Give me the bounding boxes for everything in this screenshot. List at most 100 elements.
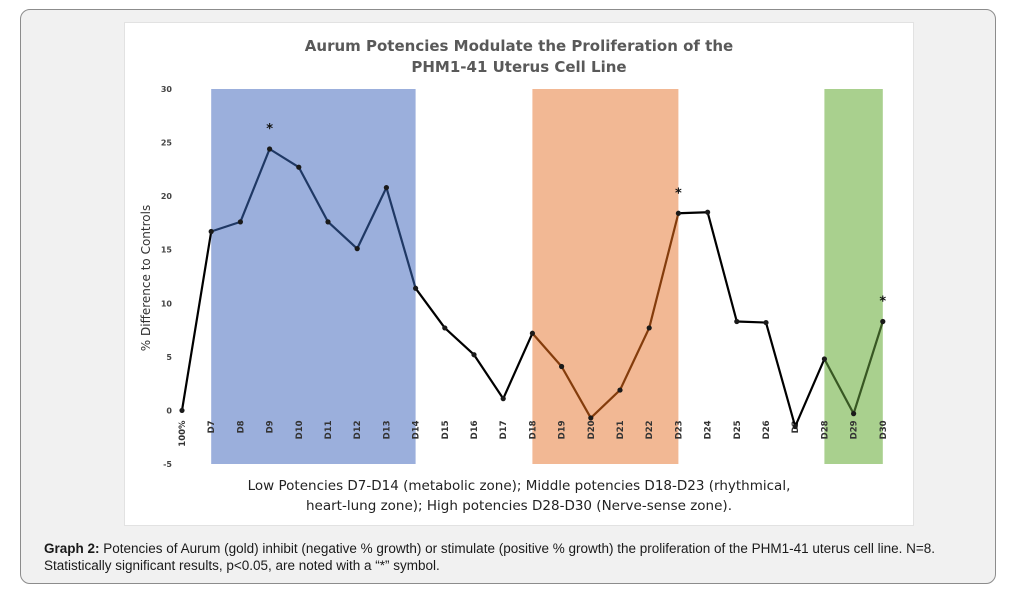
- zone-note-line-2: heart-lung zone); High potencies D28-D30…: [306, 498, 732, 514]
- x-tick-label: D16: [470, 420, 480, 439]
- caption-text: Potencies of Aurum (gold) inhibit (negat…: [44, 541, 936, 573]
- data-point: [705, 209, 711, 215]
- x-tick-label: D8: [236, 420, 246, 433]
- y-tick-label: -5: [163, 460, 172, 469]
- data-point: [179, 407, 185, 414]
- significance-markers: * * *: [266, 122, 886, 310]
- data-point: [617, 387, 623, 393]
- x-tick-label: D18: [528, 420, 538, 439]
- data-point: [471, 352, 477, 358]
- data-point: [237, 219, 243, 225]
- line-segment: [180, 230, 213, 412]
- line-segment: [648, 212, 680, 330]
- data-point: [529, 330, 536, 336]
- chart-title: Aurum Potencies Modulate the Proliferati…: [124, 36, 914, 78]
- significance-marker: *: [675, 186, 682, 201]
- line-segment: [706, 211, 738, 323]
- zone-bands: [211, 89, 883, 464]
- data-point: [296, 164, 302, 170]
- data-point: [851, 411, 857, 417]
- line-segment: [326, 220, 359, 250]
- x-tick-label: D22: [645, 420, 655, 439]
- x-tick-label: D13: [382, 420, 392, 439]
- y-tick-label: 25: [161, 139, 173, 148]
- x-tick-label: D30: [879, 420, 889, 439]
- x-tick-label: D19: [558, 420, 568, 439]
- y-tick-label: 30: [161, 85, 173, 94]
- x-tick-label: 100%: [178, 420, 188, 447]
- data-point: [675, 210, 682, 216]
- data-point: [559, 363, 565, 370]
- x-tick-label: D29: [850, 420, 860, 439]
- line-segment: [443, 326, 476, 356]
- x-tick-label: D11: [324, 420, 334, 439]
- zone-note: Low Potencies D7-D14 (metabolic zone); M…: [124, 476, 914, 516]
- series-points: [179, 146, 886, 430]
- data-point: [880, 318, 886, 325]
- line-segment: [794, 357, 826, 428]
- data-point: [267, 146, 273, 152]
- x-tick-label: D14: [412, 420, 422, 439]
- zone-band-3: [824, 89, 883, 464]
- line-segment: [531, 332, 563, 368]
- data-point: [792, 423, 798, 430]
- x-tick-label: D12: [353, 420, 363, 439]
- line-segment: [385, 186, 417, 290]
- line-segment: [735, 320, 768, 324]
- line-segment: [268, 147, 300, 169]
- significance-marker: *: [879, 295, 886, 310]
- data-point: [354, 246, 360, 252]
- data-point: [442, 325, 448, 331]
- line-segment: [239, 147, 271, 223]
- x-tick-label: D23: [674, 420, 684, 439]
- x-tick-label: D7: [207, 420, 217, 433]
- data-point: [208, 228, 214, 235]
- chart-title-line-1: Aurum Potencies Modulate the Proliferati…: [304, 37, 734, 55]
- line-segment: [618, 326, 651, 392]
- data-point: [763, 319, 769, 326]
- x-tick-label: D24: [704, 420, 714, 439]
- data-point: [383, 184, 389, 191]
- y-axis-label: % Difference to Controls: [139, 205, 153, 351]
- line-segment: [677, 211, 709, 215]
- zone-note-line-1: Low Potencies D7-D14 (metabolic zone); M…: [247, 478, 791, 494]
- x-tick-label: D20: [587, 420, 597, 439]
- zone-band-2: [532, 89, 679, 464]
- x-tick-label: D15: [441, 420, 451, 439]
- line-segment: [502, 332, 534, 400]
- y-tick-label: 5: [166, 353, 172, 362]
- x-tick-label: D28: [820, 420, 830, 439]
- x-tick-label: D9: [266, 420, 276, 433]
- data-point: [413, 285, 419, 291]
- line-segment: [356, 186, 388, 250]
- line-segment: [210, 220, 242, 233]
- data-point: [500, 396, 506, 402]
- line-segment: [589, 388, 622, 420]
- x-tick-label: D25: [733, 420, 743, 439]
- line-segment: [823, 357, 855, 415]
- y-tick-label: 10: [161, 299, 173, 308]
- data-point: [646, 325, 652, 331]
- x-tick-label: D21: [616, 420, 626, 439]
- y-tick-label: 20: [161, 192, 173, 201]
- zone-band-1: [211, 89, 416, 464]
- line-segment: [414, 287, 446, 330]
- y-tick-label: 15: [161, 246, 173, 255]
- line-segment: [472, 353, 505, 400]
- data-point: [821, 356, 828, 362]
- x-tick-label: D17: [499, 420, 509, 439]
- y-tick-label: 0: [166, 406, 172, 415]
- x-axis: 100% D7 D8 D9 D10 D11 D12 D13 D14 D15 D16 D17 D18 D19…: [178, 420, 889, 447]
- significance-marker: *: [266, 122, 273, 137]
- line-segment: [852, 320, 884, 415]
- line-segment: [560, 365, 592, 420]
- data-point: [325, 219, 331, 225]
- figure-caption: Graph 2: Potencies of Aurum (gold) inhib…: [44, 540, 984, 574]
- y-axis: -5 0 5 10 15 20 25 30: [161, 85, 173, 469]
- chart-title-line-2: PHM1-41 Uterus Cell Line: [411, 58, 627, 76]
- line-segment: [764, 321, 797, 428]
- caption-label: Graph 2:: [44, 541, 100, 556]
- x-tick-label: D26: [762, 420, 772, 439]
- x-tick-label: D10: [295, 420, 305, 439]
